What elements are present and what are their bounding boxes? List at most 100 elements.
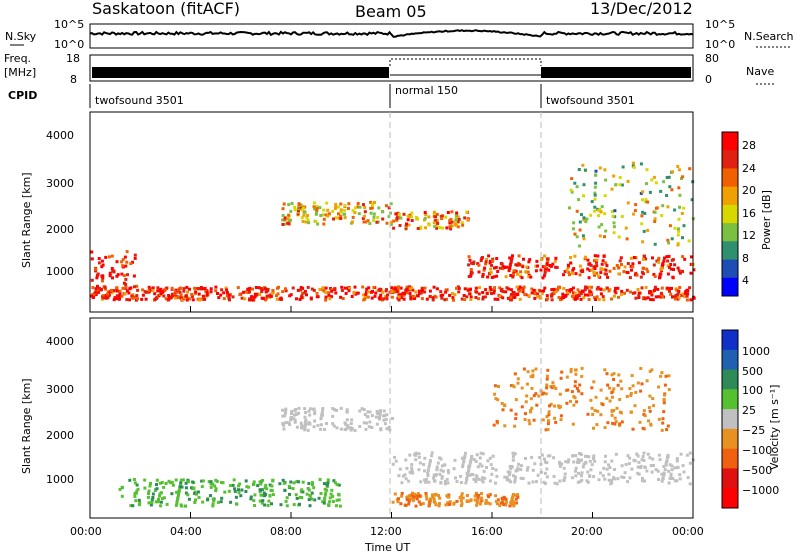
power-echo-cell: [676, 292, 680, 296]
power-echo-cell: [341, 297, 345, 300]
power-echo-cell: [626, 262, 630, 265]
velocity-echo-cell: [664, 462, 668, 465]
power-echo-cell: [593, 209, 597, 213]
velocity-echo-cell: [211, 502, 215, 506]
velocity-echo-cell: [660, 371, 664, 375]
velocity-echo-cell: [527, 481, 531, 485]
velocity-echo-cell: [607, 472, 611, 476]
velocity-echo-cell: [497, 385, 500, 388]
velocity-echo-cell: [613, 416, 617, 420]
velocity-echo-cell: [229, 500, 233, 504]
power-echo-cell: [324, 290, 328, 294]
power-echo-cell: [367, 286, 371, 290]
power-echo-cell: [574, 294, 578, 297]
power-echo-cell: [514, 269, 518, 273]
power-echo-cell: [681, 175, 685, 179]
velocity-echo-cell: [642, 459, 646, 463]
power-echo-cell: [562, 287, 566, 290]
velocity-echo-cell: [633, 404, 637, 408]
velocity-echo-cell: [559, 418, 563, 422]
power-echo-cell: [573, 181, 577, 185]
velocity-echo-cell: [177, 492, 181, 496]
power-echo-cell: [672, 268, 675, 271]
nave-trace: [389, 58, 542, 66]
velocity-echo-cell: [410, 469, 414, 473]
power-echo-cell: [622, 270, 626, 274]
velocity-echo-cell: [349, 422, 353, 425]
vel-colorbar-swatch: [722, 389, 738, 410]
power-echo-cell: [271, 289, 275, 292]
power-echo-cell: [322, 289, 326, 293]
power-echo-cell: [495, 257, 499, 260]
power-echo-cell: [387, 206, 391, 210]
velocity-echo-cell: [409, 497, 413, 501]
power-echo-cell: [660, 291, 663, 295]
power-echo-cell: [569, 188, 573, 192]
power-echo-cell: [539, 289, 542, 293]
velocity-echo-cell: [253, 504, 257, 507]
power-echo-cell: [580, 213, 583, 217]
power-echo-cell: [575, 185, 579, 189]
velocity-echo-cell: [289, 418, 293, 422]
power-echo-cell: [562, 273, 565, 277]
velocity-echo-cell: [494, 494, 498, 498]
power-echo-cell: [488, 285, 492, 289]
velocity-echo-cell: [303, 415, 307, 419]
velocity-echo-cell: [474, 491, 478, 495]
power-echo-cell: [327, 212, 331, 216]
power-echo-cell: [546, 297, 549, 301]
power-echo-cell: [408, 292, 412, 295]
power-echo-cell: [127, 291, 131, 295]
power-echo-cell: [673, 297, 677, 301]
station-title: Saskatoon (fitACF): [92, 0, 240, 18]
velocity-echo-cell: [637, 460, 641, 464]
velocity-echo-cell: [575, 400, 579, 404]
power-echo-cell: [96, 272, 100, 276]
power-echo-cell: [195, 287, 199, 291]
velocity-echo-cell: [477, 477, 481, 481]
velocity-echo-cell: [187, 497, 191, 501]
power-echo-cell: [347, 202, 351, 206]
power-echo-cell: [186, 296, 190, 300]
power-echo-cell: [540, 258, 544, 261]
velocity-echo-cell: [325, 483, 329, 487]
power-echo-cell: [449, 227, 453, 231]
velocity-echo-cell: [151, 492, 155, 496]
power-echo-cell: [435, 212, 439, 216]
power-echo-cell: [677, 289, 681, 293]
power-echo-cell: [378, 288, 382, 292]
velocity-echo-cell: [409, 493, 413, 497]
power-echo-cell: [543, 254, 547, 258]
power-colorbar-swatch: [722, 186, 738, 206]
velocity-echo-cell: [610, 413, 614, 417]
velocity-echo-cell: [414, 458, 418, 462]
velocity-echo-cell: [663, 468, 667, 472]
velocity-echo-cell: [308, 413, 312, 417]
velocity-echo-cell: [419, 480, 423, 484]
power-echo-cell: [585, 217, 589, 221]
velocity-echo-cell: [370, 414, 374, 418]
velocity-echo-cell: [511, 451, 515, 455]
power-echo-cell: [559, 298, 562, 302]
velocity-echo-cell: [279, 503, 283, 507]
power-echo-cell: [315, 291, 319, 295]
power-echo-cell: [667, 254, 671, 258]
power-echo-cell: [516, 293, 520, 297]
power-echo-cell: [164, 297, 168, 301]
power-echo-cell: [639, 191, 643, 195]
velocity-echo-cell: [253, 493, 257, 497]
velocity-echo-cell: [435, 465, 439, 469]
power-echo-cell: [678, 271, 682, 275]
power-echo-cell: [411, 288, 415, 292]
velocity-echo-cell: [552, 456, 556, 460]
velocity-echo-cell: [499, 501, 503, 505]
power-echo-cell: [328, 297, 332, 301]
power-echo-cell: [315, 205, 319, 208]
power-echo-cell: [217, 296, 221, 300]
velocity-echo-cell: [282, 423, 286, 427]
velocity-echo-cell: [407, 499, 411, 503]
velocity-echo-cell: [323, 428, 327, 431]
velocity-echo-cell: [688, 451, 692, 455]
vel-colorbar-swatch: [722, 349, 738, 371]
velocity-echo-cell: [665, 428, 669, 432]
